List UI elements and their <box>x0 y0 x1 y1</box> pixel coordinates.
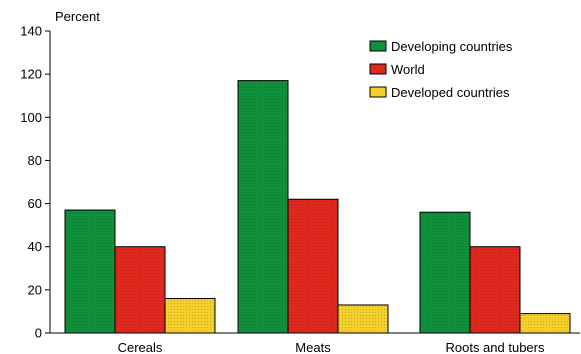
bar-texture <box>115 246 165 333</box>
bars <box>64 80 571 334</box>
y-tick-label: 100 <box>20 110 42 125</box>
legend-swatch <box>369 40 387 52</box>
y-tick-label: 60 <box>28 196 42 211</box>
legend-swatch <box>369 63 387 75</box>
y-tick-label: 140 <box>20 24 42 39</box>
x-category-label: Meats <box>295 340 331 354</box>
bar-texture <box>238 80 288 333</box>
bar-texture <box>470 246 520 333</box>
y-tick-label: 0 <box>35 326 42 341</box>
y-tick-label: 80 <box>28 153 42 168</box>
bar-texture <box>420 212 470 333</box>
bar-texture <box>288 199 338 333</box>
legend-label: Developed countries <box>391 85 510 100</box>
legend-label: Developing countries <box>391 39 513 54</box>
x-category-label: Roots and tubers <box>445 340 545 354</box>
axes: 0 20 40 60 80 100 120 140 Cereals Meats Roots and … <box>20 24 580 354</box>
bar-texture <box>520 313 570 333</box>
legend-swatch <box>369 86 387 98</box>
y-tick-label: 20 <box>28 282 42 297</box>
y-axis-unit-label: Percent <box>55 9 100 24</box>
x-category-label: Cereals <box>118 340 163 354</box>
bar-texture <box>165 298 215 333</box>
bar-texture <box>338 304 388 333</box>
bar-texture <box>65 210 115 333</box>
y-tick-label: 120 <box>20 67 42 82</box>
legend: Developing countries World Developed count… <box>369 39 513 100</box>
legend-label: World <box>391 62 425 77</box>
y-tick-label: 40 <box>28 239 42 254</box>
